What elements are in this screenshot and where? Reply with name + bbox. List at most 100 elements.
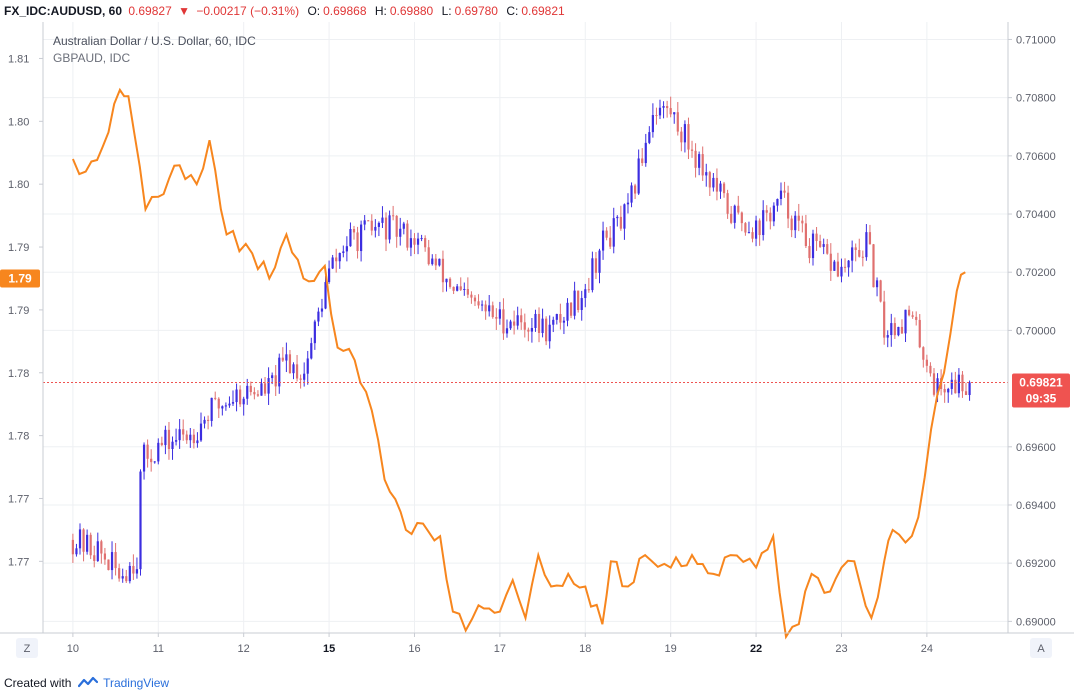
candle-body xyxy=(86,534,89,552)
candle-body xyxy=(242,398,245,405)
candle-body xyxy=(281,357,284,361)
candle-body xyxy=(441,258,445,283)
high-label: H: xyxy=(374,4,387,18)
candle-body xyxy=(698,154,701,168)
candle-body xyxy=(228,403,231,406)
candle-body xyxy=(199,423,203,441)
candle-body xyxy=(100,541,103,554)
candle-body xyxy=(879,280,882,302)
x-tick-label: 11 xyxy=(153,643,164,655)
candle-body xyxy=(491,305,494,318)
candle-body xyxy=(619,216,622,229)
candle-body xyxy=(957,374,960,394)
candle-body xyxy=(267,378,270,394)
auto-scale-button[interactable]: A xyxy=(1030,638,1052,658)
x-tick-label: 16 xyxy=(408,643,420,655)
candle-body xyxy=(71,539,74,555)
candle-body xyxy=(875,280,879,288)
candle-body xyxy=(754,220,758,239)
timezone-corner-button[interactable]: Z xyxy=(16,638,38,658)
candle-body xyxy=(797,215,800,221)
candle-body xyxy=(559,314,562,323)
candle-body xyxy=(847,260,850,268)
candle-body xyxy=(904,309,907,334)
candle-body xyxy=(399,228,402,237)
candle-body xyxy=(548,324,551,342)
candle-body xyxy=(271,375,274,379)
chart-subtitle: GBPAUD, IDC xyxy=(53,51,130,65)
right-tick-label: 0.70200 xyxy=(1016,267,1056,279)
high-value: 0.69880 xyxy=(389,4,434,18)
tradingview-link[interactable]: TradingView xyxy=(103,676,170,690)
footer: Created with TradingView xyxy=(4,673,169,693)
candle-body xyxy=(516,315,519,326)
x-tick-label: 18 xyxy=(579,643,591,655)
candle-body xyxy=(189,434,192,441)
symbol-header: FX_IDC:AUDUSD, 60 0.69827 ▼ −0.00217 (−0… xyxy=(0,0,1074,22)
candle-body xyxy=(968,382,971,396)
candle-body xyxy=(96,541,99,562)
close-label: C: xyxy=(506,4,519,18)
candle-body xyxy=(662,106,665,108)
candle-body xyxy=(705,172,708,176)
candle-body xyxy=(224,405,227,407)
candle-body xyxy=(722,183,726,194)
candle-body xyxy=(701,154,704,176)
candle-body xyxy=(466,289,469,295)
candle-body xyxy=(260,383,263,396)
candle-body xyxy=(185,434,188,441)
candle-body xyxy=(416,238,420,245)
candle-body xyxy=(118,568,121,579)
candle-body xyxy=(125,576,128,582)
candle-body xyxy=(292,364,295,374)
candle-body xyxy=(409,238,413,248)
candle-body xyxy=(349,228,352,247)
right-price-axis[interactable]: 0.71000 0.70800 0.70600 0.70400 0.70200 0.700… xyxy=(1008,34,1056,628)
candle-body xyxy=(648,132,651,143)
gbpaud-last-badge: 1.79 xyxy=(0,269,40,288)
time-axis[interactable]: 10 11 12 15 16 17 18 19 22 23 24 xyxy=(67,633,933,655)
candle-body xyxy=(534,313,537,328)
candle-body xyxy=(943,388,946,393)
candle-body xyxy=(320,308,324,312)
candle-body xyxy=(719,183,722,192)
left-price-axis[interactable]: 1.81 1.80 1.80 1.79 1.79 1.78 1.78 1.77 1.77 xyxy=(8,53,43,568)
x-tick-label: 10 xyxy=(67,643,79,655)
candle-body xyxy=(509,321,512,329)
candle-body xyxy=(819,241,822,247)
candle-body xyxy=(221,406,224,409)
candle-body xyxy=(327,268,331,283)
open-label: O: xyxy=(307,4,321,18)
candle-body xyxy=(392,215,395,217)
candle-body xyxy=(925,359,928,366)
price-change: −0.00217 (−0.31%) xyxy=(196,4,300,18)
candle-body xyxy=(456,286,459,291)
candle-body xyxy=(82,529,85,552)
candle-body xyxy=(829,253,832,271)
right-tick-label: 0.71000 xyxy=(1016,34,1056,46)
symbol-label[interactable]: FX_IDC:AUDUSD, 60 xyxy=(4,4,123,18)
candle-body xyxy=(295,364,299,379)
candle-body xyxy=(420,238,423,240)
x-tick-label: 22 xyxy=(750,643,762,655)
candle-body xyxy=(530,327,534,332)
candle-body xyxy=(306,358,309,374)
candle-body xyxy=(694,150,697,168)
left-tick-label: 1.79 xyxy=(8,305,29,317)
candle-body xyxy=(253,392,256,395)
candle-body xyxy=(473,297,477,302)
candle-body xyxy=(872,244,875,288)
candle-body xyxy=(737,205,740,213)
candle-body xyxy=(715,177,719,192)
candle-body xyxy=(922,347,925,360)
candle-body xyxy=(907,309,911,316)
candle-body xyxy=(726,193,729,214)
candle-body xyxy=(488,305,491,312)
candle-body xyxy=(740,212,743,224)
left-tick-label: 1.81 xyxy=(8,53,29,65)
right-tick-label: 0.70600 xyxy=(1016,151,1056,163)
candle-body xyxy=(673,112,676,115)
candle-body xyxy=(203,419,206,424)
candle-body xyxy=(658,107,662,116)
